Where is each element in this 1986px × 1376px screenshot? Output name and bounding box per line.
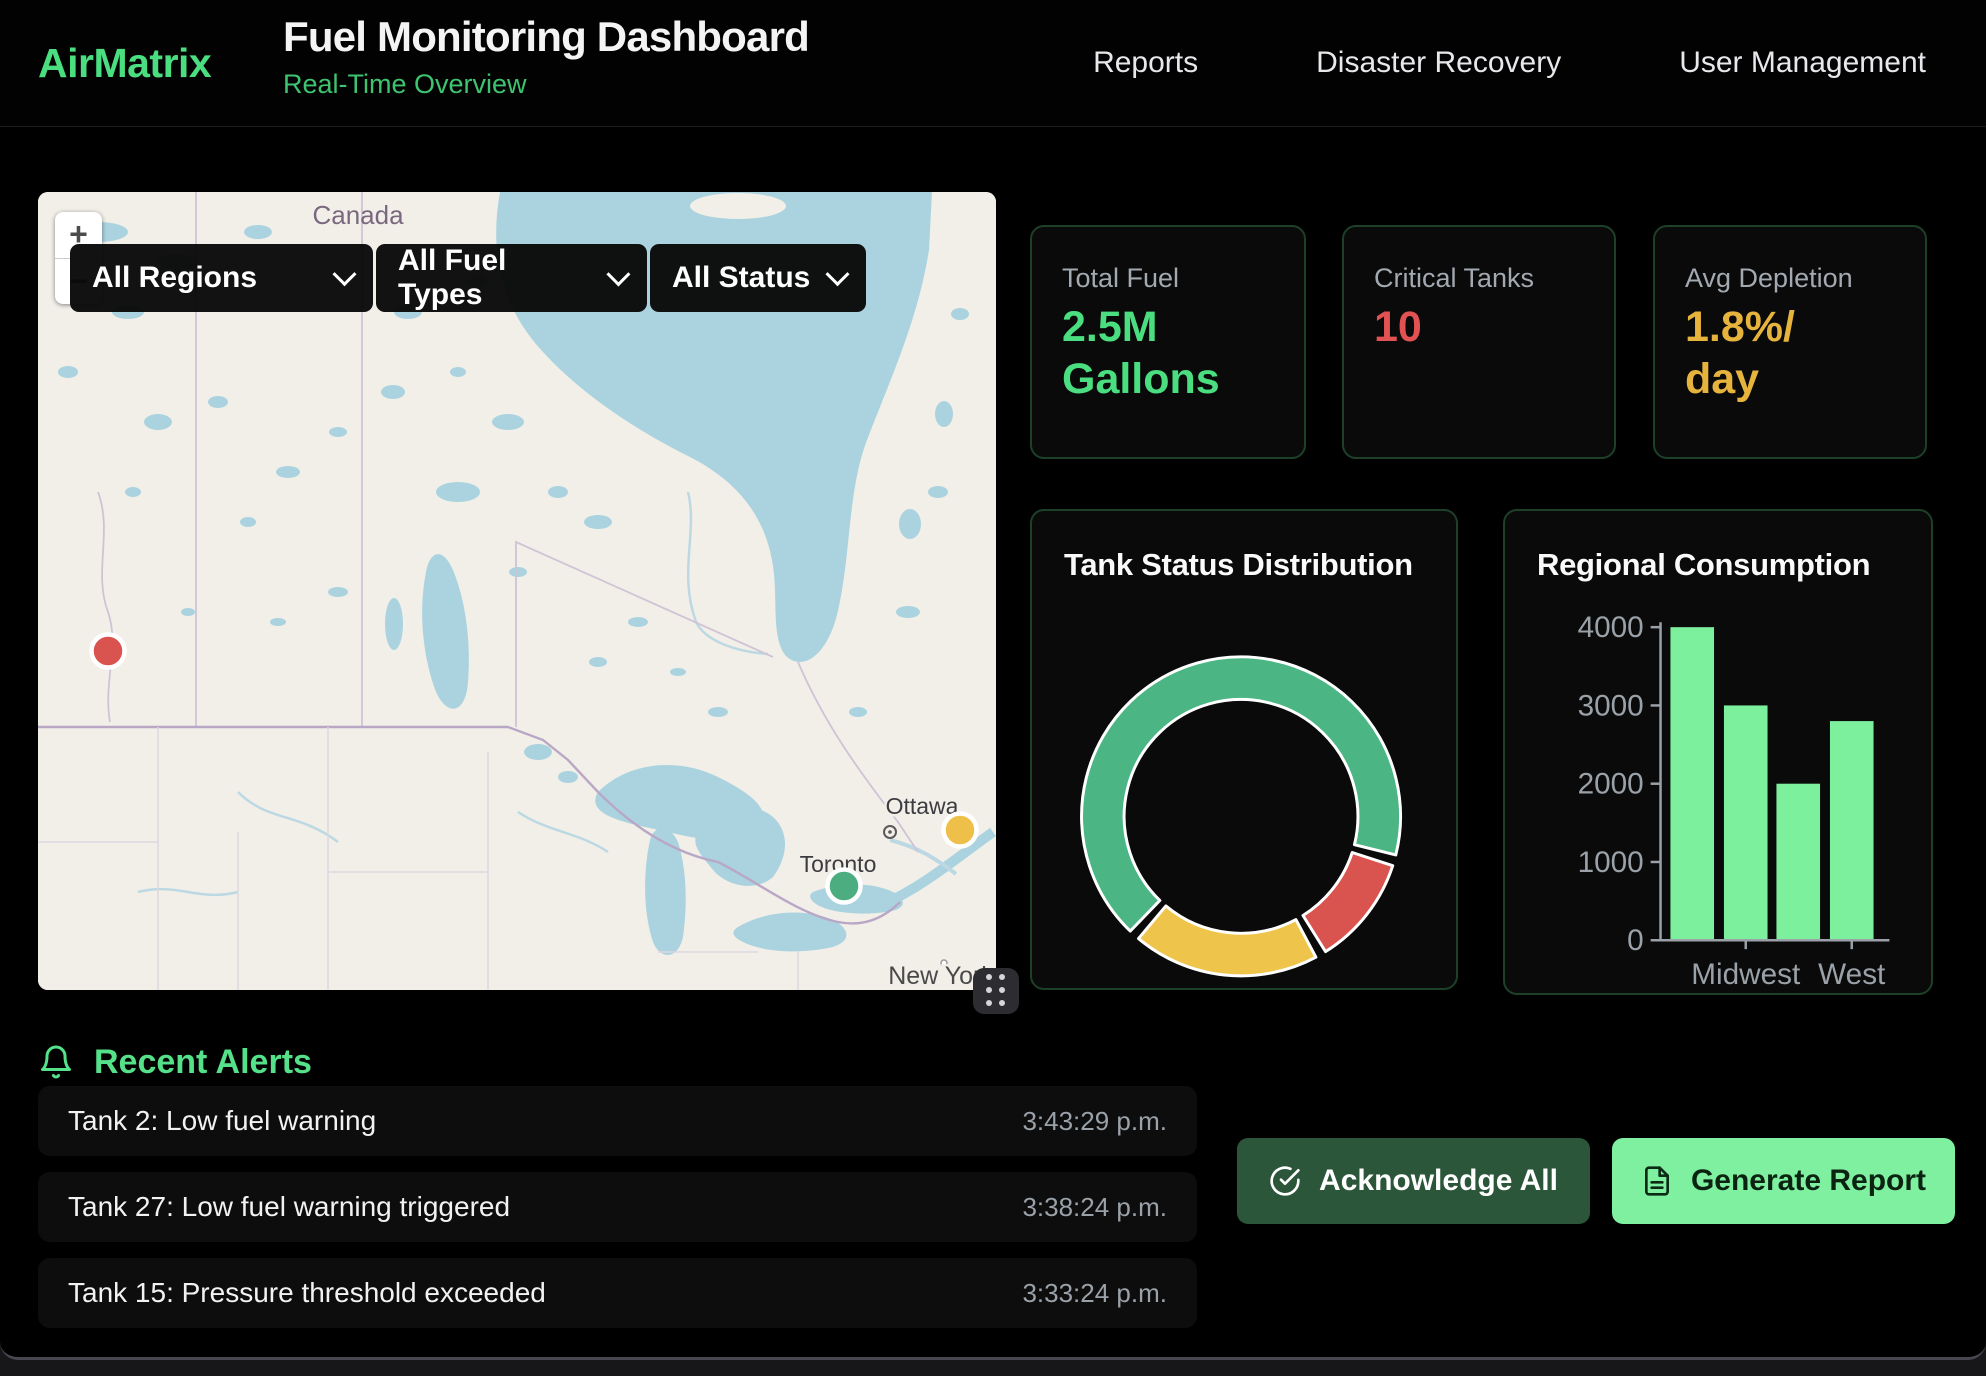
alert-time: 3:38:24 p.m. (1022, 1192, 1167, 1223)
y-tick-label: 1000 (1578, 846, 1644, 879)
bell-icon (38, 1044, 74, 1080)
check-circle-icon (1269, 1165, 1301, 1197)
bar-3 (1830, 721, 1874, 940)
bar-1 (1724, 705, 1768, 940)
fuel-type-filter-dropdown[interactable]: All Fuel Types (376, 244, 647, 312)
alert-text: Tank 27: Low fuel warning triggered (68, 1191, 510, 1223)
regional-consumption-chart-card: Regional Consumption 01000200030004000Mi… (1503, 509, 1933, 995)
alert-time: 3:43:29 p.m. (1022, 1106, 1167, 1137)
stat-label: Total Fuel (1062, 263, 1179, 294)
nav-item-disaster-recovery[interactable]: Disaster Recovery (1316, 46, 1561, 80)
bar-2 (1776, 784, 1820, 941)
map-label-canada: Canada (312, 200, 404, 230)
alert-time: 3:33:24 p.m. (1022, 1278, 1167, 1309)
chevron-down-icon (825, 262, 849, 286)
generate-report-button[interactable]: Generate Report (1612, 1138, 1955, 1224)
alert-text: Tank 2: Low fuel warning (68, 1105, 376, 1137)
stat-value: 10 (1374, 301, 1422, 353)
title-block: Fuel Monitoring Dashboard Real-Time Over… (283, 13, 809, 100)
tank-marker-critical[interactable] (92, 635, 125, 668)
region-filter-value: All Regions (92, 261, 257, 295)
alert-row: Tank 15: Pressure threshold exceeded 3:3… (38, 1258, 1197, 1328)
donut-slice-warning (1139, 906, 1316, 976)
brand-logo: AirMatrix (38, 0, 211, 126)
x-tick-label: West (1818, 958, 1886, 991)
bay-island (690, 193, 786, 219)
nav-item-reports[interactable]: Reports (1093, 46, 1198, 80)
document-icon (1641, 1165, 1673, 1197)
donut-slice-critical (1303, 852, 1393, 951)
chevron-down-icon (607, 262, 631, 286)
map-filter-bar: All Regions All Fuel Types All Status (70, 244, 866, 312)
map-resize-handle[interactable] (973, 968, 1019, 1014)
top-nav-bar: AirMatrix Fuel Monitoring Dashboard Real… (0, 0, 1986, 127)
page-title: Fuel Monitoring Dashboard (283, 13, 809, 61)
alert-row: Tank 27: Low fuel warning triggered 3:38… (38, 1172, 1197, 1242)
alert-text: Tank 15: Pressure threshold exceeded (68, 1277, 546, 1309)
acknowledge-all-button[interactable]: Acknowledge All (1237, 1138, 1590, 1224)
tank-marker-normal[interactable] (828, 870, 861, 903)
dashboard-root: AirMatrix Fuel Monitoring Dashboard Real… (0, 0, 1986, 1360)
y-tick-label: 4000 (1578, 611, 1644, 644)
y-tick-label: 2000 (1578, 768, 1644, 801)
status-filter-dropdown[interactable]: All Status (650, 244, 866, 312)
map-panel[interactable]: Canada Ottawa Toronto New York + − All R… (38, 192, 996, 990)
regional-consumption-bar-chart: 0 1000 2000 3000 4000 Midwest West (1505, 511, 1931, 993)
nav-item-user-management[interactable]: User Management (1679, 46, 1926, 80)
tank-marker-warning[interactable] (944, 814, 977, 847)
stat-label: Critical Tanks (1374, 263, 1534, 294)
y-tick-label: 0 (1627, 924, 1644, 957)
tank-status-chart-card: Tank Status Distribution (1030, 509, 1458, 990)
tank-status-donut-chart (1032, 511, 1456, 988)
page-subtitle: Real-Time Overview (283, 69, 809, 100)
alert-row: Tank 2: Low fuel warning 3:43:29 p.m. (38, 1086, 1197, 1156)
stat-card-avg-depletion: Avg Depletion 1.8%/day (1653, 225, 1927, 459)
y-tick-label: 3000 (1578, 689, 1644, 722)
stat-card-total-fuel: Total Fuel 2.5MGallons (1030, 225, 1306, 459)
stat-label: Avg Depletion (1685, 263, 1853, 294)
recent-alerts-title: Recent Alerts (94, 1043, 312, 1082)
region-filter-dropdown[interactable]: All Regions (70, 244, 373, 312)
stat-value: 1.8%/day (1685, 301, 1795, 406)
generate-report-label: Generate Report (1691, 1164, 1926, 1198)
recent-alerts-header: Recent Alerts (38, 1040, 312, 1084)
chevron-down-icon (332, 262, 356, 286)
bar-0 (1670, 627, 1714, 940)
stat-value: 2.5MGallons (1062, 301, 1220, 406)
map-label-ottawa: Ottawa (886, 793, 959, 819)
status-filter-value: All Status (672, 261, 810, 295)
nav-menu: Reports Disaster Recovery User Managemen… (1093, 0, 1926, 126)
x-tick-label: Midwest (1691, 958, 1801, 991)
acknowledge-all-label: Acknowledge All (1319, 1164, 1558, 1198)
stat-card-critical-tanks: Critical Tanks 10 (1342, 225, 1616, 459)
fuel-type-filter-value: All Fuel Types (398, 244, 592, 312)
